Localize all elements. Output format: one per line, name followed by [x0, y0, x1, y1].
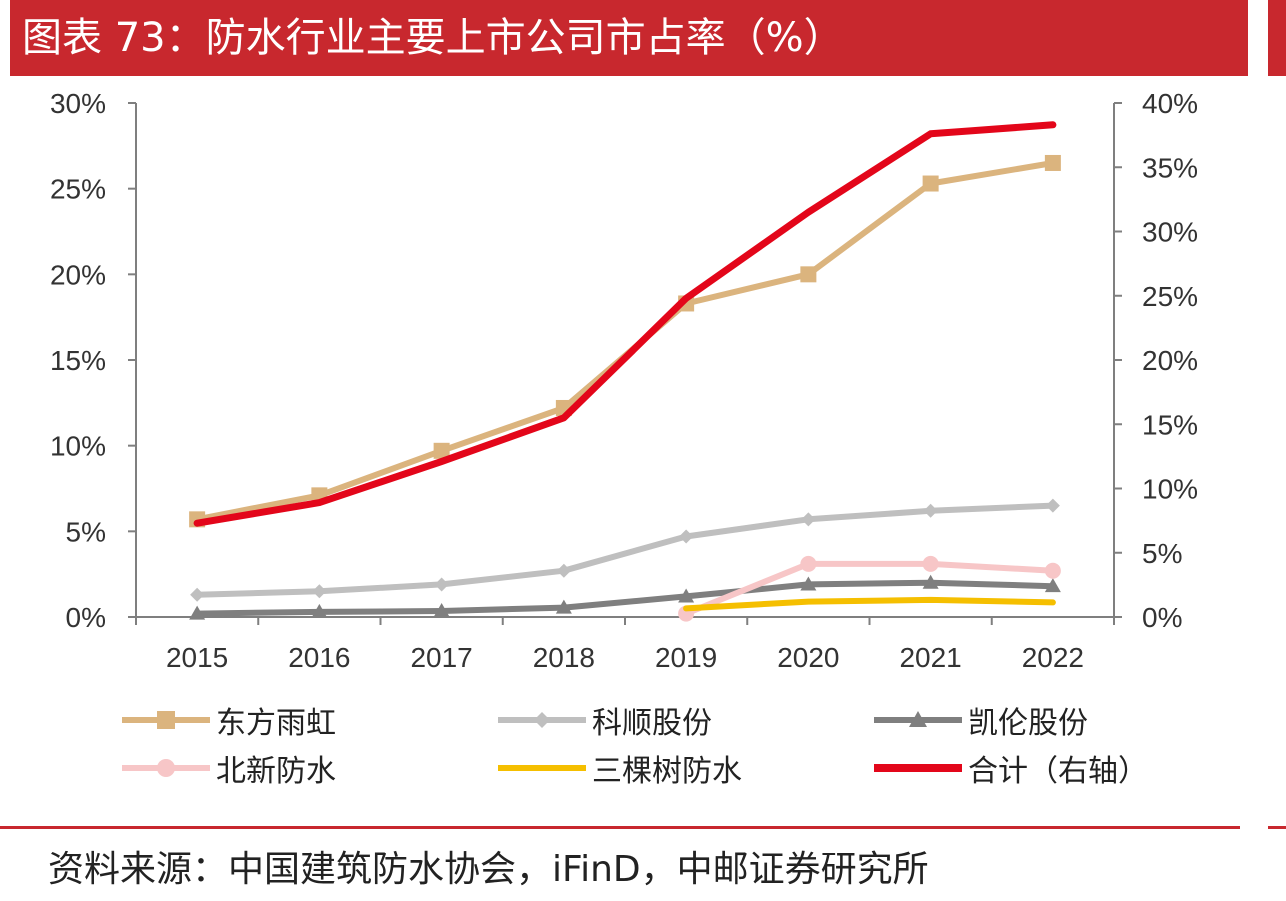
y-left-tick-label: 20%: [50, 259, 106, 290]
legend-label: 科顺股份: [592, 706, 712, 741]
series-line: [683, 596, 1056, 612]
y-right-tick-label: 25%: [1142, 281, 1198, 312]
series-line: [194, 502, 1056, 598]
series-5: [683, 596, 1056, 612]
data-point-diamond: [434, 577, 449, 592]
y-right-tick-label: 20%: [1142, 345, 1198, 376]
data-point-triangle: [922, 574, 939, 589]
data-point-triangle: [433, 603, 450, 618]
data-point-circle: [922, 555, 939, 572]
legend-item-kailun: 凯伦股份: [872, 700, 1088, 741]
legend-line-icon: [874, 764, 962, 772]
chart-series: [189, 121, 1061, 622]
data-point-square: [433, 442, 450, 459]
legend-item-total: 合计（右轴）: [872, 748, 1148, 789]
footer-divider: [0, 826, 1240, 829]
series-1: [189, 154, 1061, 528]
data-point-circle: [1044, 562, 1061, 579]
y-right-tick-label: 40%: [1142, 88, 1198, 119]
y-right-tick-label: 35%: [1142, 152, 1198, 183]
y-right-tick-label: 30%: [1142, 217, 1198, 248]
legend-line-icon: [498, 765, 586, 771]
y-right-tick-label: 0%: [1142, 602, 1182, 633]
series-2: [190, 498, 1060, 602]
data-point-triangle: [311, 603, 328, 618]
chart-legend: 东方雨虹 科顺股份 凯伦股份 北新防水 三棵树防水 合计（右轴）: [0, 690, 1286, 800]
legend-marker-diamond-icon: [498, 712, 586, 728]
legend-item-keshun: 科顺股份: [496, 700, 712, 741]
data-point-triangle: [555, 599, 572, 614]
legend-label: 三棵树防水: [592, 754, 742, 789]
x-tick-label: 2017: [410, 642, 472, 673]
x-axis-labels: 2015 2016 2017 2018 2019 2020 2021 2022: [166, 642, 1084, 673]
data-point-triangle: [189, 605, 206, 620]
source-note: 资料来源：中国建筑防水协会，iFinD，中邮证券研究所: [48, 849, 929, 890]
data-point-square: [1044, 154, 1061, 171]
y-left-tick-label: 0%: [66, 602, 106, 633]
y-right-tick-label: 15%: [1142, 409, 1198, 440]
legend-marker-triangle-icon: [874, 711, 962, 727]
series-6: [193, 121, 1057, 527]
legend-label: 凯伦股份: [968, 706, 1088, 741]
data-point-triangle: [800, 576, 817, 591]
y-right-tick-label: 10%: [1142, 474, 1198, 505]
data-point-diamond: [679, 529, 694, 544]
line-chart: 0% 5% 10% 15% 20% 25% 30% 0% 5% 10% 15% 20% 25% 30% 35…: [50, 88, 1198, 673]
footer-divider-accent: [1268, 826, 1286, 829]
legend-label: 东方雨虹: [216, 706, 336, 741]
data-point-diamond: [556, 563, 571, 578]
legend-marker-circle-icon: [122, 759, 210, 777]
legend-label: 北新防水: [216, 754, 336, 789]
data-point-diamond: [923, 503, 938, 518]
data-point-square: [922, 175, 939, 192]
title-bar-accent: [1268, 0, 1286, 76]
data-point-diamond: [1045, 498, 1060, 513]
y-left-tick-label: 15%: [50, 345, 106, 376]
data-point-square: [800, 266, 817, 283]
legend-item-beixin: 北新防水: [120, 748, 336, 789]
legend-item-dongfang: 东方雨虹: [120, 700, 336, 741]
x-tick-label: 2019: [655, 642, 717, 673]
y-left-tick-label: 25%: [50, 174, 106, 205]
data-point-diamond: [190, 587, 205, 602]
y-right-tick-label: 5%: [1142, 538, 1182, 569]
x-tick-label: 2020: [777, 642, 839, 673]
data-point-triangle: [1044, 578, 1061, 593]
y-left-tick-label: 10%: [50, 431, 106, 462]
y-left-tick-label: 30%: [50, 88, 106, 119]
legend-marker-square-icon: [122, 711, 210, 729]
x-tick-label: 2016: [288, 642, 350, 673]
x-tick-label: 2022: [1022, 642, 1084, 673]
y-left-tick-label: 5%: [66, 516, 106, 547]
legend-label: 合计（右轴）: [968, 754, 1148, 789]
x-tick-label: 2018: [533, 642, 595, 673]
series-line: [194, 579, 1056, 617]
series-line: [193, 121, 1057, 527]
data-point-diamond: [312, 584, 327, 599]
series-3: [189, 574, 1061, 620]
x-tick-label: 2015: [166, 642, 228, 673]
series-line: [194, 160, 1056, 523]
chart-axes: 0% 5% 10% 15% 20% 25% 30% 0% 5% 10% 15% 20% 25% 30% 35…: [50, 88, 1198, 633]
data-point-circle: [800, 555, 817, 572]
x-tick-label: 2021: [899, 642, 961, 673]
data-point-diamond: [801, 512, 816, 527]
series-line: [683, 560, 1056, 617]
chart-title: 图表 73：防水行业主要上市公司市占率（%）: [10, 0, 1248, 76]
data-point-triangle: [678, 588, 695, 603]
legend-item-sankeshu: 三棵树防水: [496, 748, 742, 789]
